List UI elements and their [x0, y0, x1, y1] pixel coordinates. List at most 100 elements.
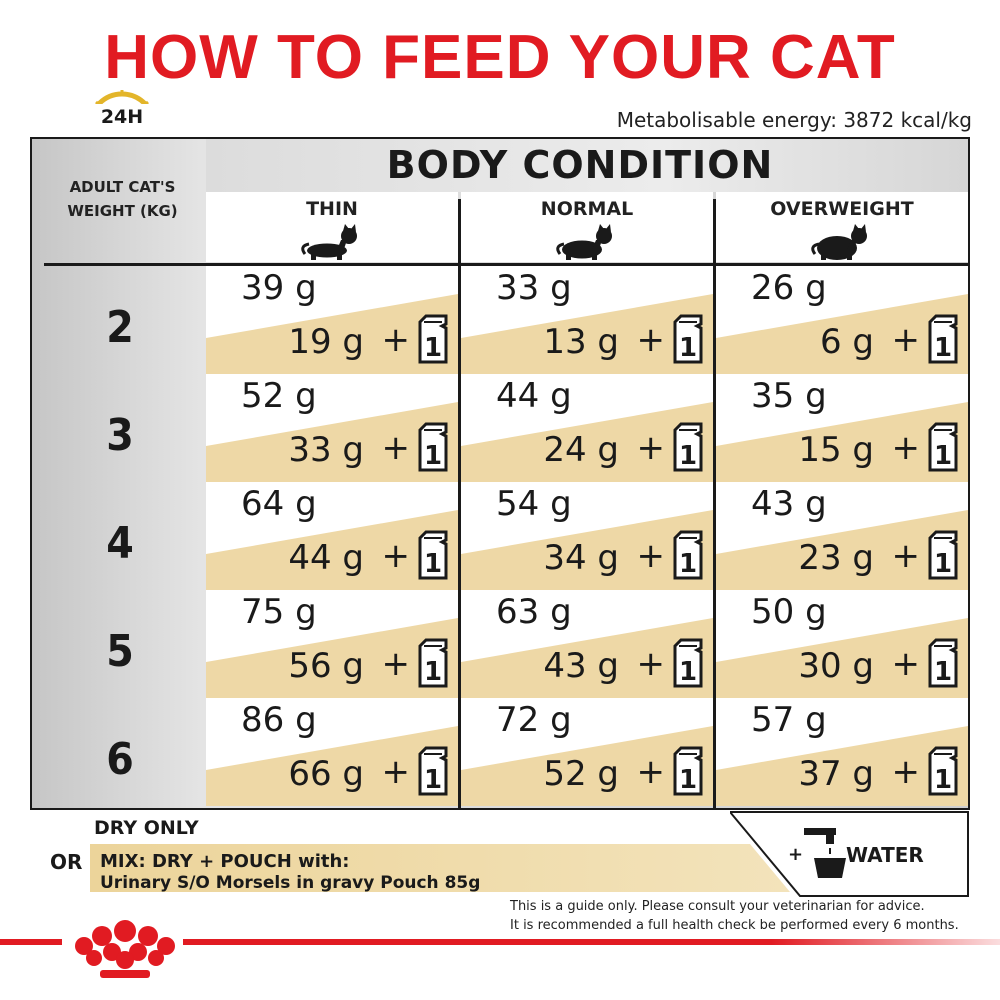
cat-icon [301, 224, 357, 260]
royal-canin-crown-logo [70, 918, 180, 982]
energy-value: Metabolisable energy: 3872 kcal/kg [616, 108, 972, 132]
mix-band [461, 726, 713, 806]
plus-sign: + [636, 320, 666, 360]
mix-band [716, 618, 968, 698]
pouch-icon: 1 [416, 530, 450, 580]
svg-text:1: 1 [679, 657, 697, 687]
clock-label: 24H [100, 106, 144, 128]
feeding-cell: 63 g 43 g +1 [461, 590, 713, 698]
mix-amount: 66 g [288, 754, 364, 794]
column-header: OVERWEIGHT [716, 192, 968, 262]
plus-sign: + [381, 644, 411, 684]
dry-amount: 26 g [751, 268, 827, 308]
mix-amount: 24 g [543, 430, 619, 470]
column-divider [713, 199, 716, 809]
mix-band [461, 618, 713, 698]
pouch-icon: 1 [926, 746, 960, 796]
feeding-cell: 44 g 24 g +1 [461, 374, 713, 482]
plus-sign: + [381, 752, 411, 792]
dry-amount: 54 g [496, 484, 572, 524]
pouch-icon: 1 [416, 314, 450, 364]
disclaimer: This is a guide only. Please consult you… [510, 897, 959, 935]
dry-amount: 50 g [751, 592, 827, 632]
mix-amount: 43 g [543, 646, 619, 686]
dry-amount: 44 g [496, 376, 572, 416]
dry-amount: 43 g [751, 484, 827, 524]
feeding-cell: 35 g 15 g +1 [716, 374, 968, 482]
dry-amount: 33 g [496, 268, 572, 308]
svg-text:1: 1 [934, 765, 952, 795]
dry-amount: 86 g [241, 700, 317, 740]
dry-amount: 72 g [496, 700, 572, 740]
pouch-icon: 1 [926, 422, 960, 472]
svg-text:1: 1 [679, 549, 697, 579]
mix-amount: 33 g [288, 430, 364, 470]
plus-sign: + [891, 752, 921, 792]
body-condition-bar [206, 139, 968, 192]
dry-amount: 64 g [241, 484, 317, 524]
svg-text:1: 1 [934, 657, 952, 687]
pouch-icon: 1 [926, 638, 960, 688]
feeding-cell: 72 g 52 g +1 [461, 698, 713, 806]
plus-sign: + [636, 752, 666, 792]
feeding-cell: 86 g 66 g +1 [206, 698, 458, 806]
cat-icon [811, 224, 867, 260]
pouch-icon: 1 [416, 422, 450, 472]
weight-header: ADULT CAT'S WEIGHT (KG) [40, 175, 205, 223]
mix-band [206, 294, 458, 374]
feeding-cell: 57 g 37 g +1 [716, 698, 968, 806]
plus-sign: + [636, 536, 666, 576]
mix-band [461, 510, 713, 590]
svg-text:1: 1 [424, 549, 442, 579]
svg-text:1: 1 [934, 441, 952, 471]
svg-text:1: 1 [679, 441, 697, 471]
column-header-label: OVERWEIGHT [770, 198, 914, 220]
plus-sign: + [381, 536, 411, 576]
pouch-icon: 1 [671, 530, 705, 580]
feeding-cell: 75 g 56 g +1 [206, 590, 458, 698]
column-header-label: NORMAL [540, 198, 634, 220]
plus-sign: + [636, 428, 666, 468]
feeding-cell: 39 g 19 g +1 [206, 266, 458, 374]
plus-sign: + [891, 536, 921, 576]
svg-text:1: 1 [679, 333, 697, 363]
dry-amount: 35 g [751, 376, 827, 416]
column-header: THIN [206, 192, 458, 262]
mix-band [716, 294, 968, 374]
legend-mix-product: Urinary S/O Morsels in gravy Pouch 85g [100, 873, 481, 893]
pouch-icon: 1 [671, 638, 705, 688]
column-header-label: THIN [306, 198, 358, 220]
clock-icon: 24H [80, 84, 164, 140]
plus-sign: + [381, 428, 411, 468]
mix-band [716, 726, 968, 806]
feeding-cell: 64 g 44 g +1 [206, 482, 458, 590]
pouch-icon: 1 [671, 314, 705, 364]
weight-label: 6 [106, 734, 134, 785]
pouch-icon: 1 [416, 638, 450, 688]
weight-header-line2: WEIGHT (KG) [67, 202, 178, 220]
svg-text:1: 1 [424, 765, 442, 795]
feeding-cell: 52 g 33 g +1 [206, 374, 458, 482]
plus-sign: + [891, 320, 921, 360]
plus-sign: + [891, 428, 921, 468]
pouch-icon: 1 [926, 530, 960, 580]
svg-text:1: 1 [934, 333, 952, 363]
mix-amount: 52 g [543, 754, 619, 794]
cat-icon [556, 224, 612, 260]
mix-amount: 23 g [798, 538, 874, 578]
svg-text:1: 1 [934, 549, 952, 579]
disclaimer-line2: It is recommended a full health check be… [510, 918, 959, 933]
dry-amount: 63 g [496, 592, 572, 632]
mix-band [206, 726, 458, 806]
feeding-cell: 26 g 6 g +1 [716, 266, 968, 374]
svg-text:+: + [788, 844, 803, 865]
mix-amount: 37 g [798, 754, 874, 794]
mix-amount: 30 g [798, 646, 874, 686]
mix-amount: 13 g [543, 322, 619, 362]
dry-amount: 75 g [241, 592, 317, 632]
pouch-icon: 1 [416, 746, 450, 796]
mix-amount: 34 g [543, 538, 619, 578]
dry-amount: 39 g [241, 268, 317, 308]
svg-text:1: 1 [424, 657, 442, 687]
weight-label: 3 [106, 410, 134, 461]
